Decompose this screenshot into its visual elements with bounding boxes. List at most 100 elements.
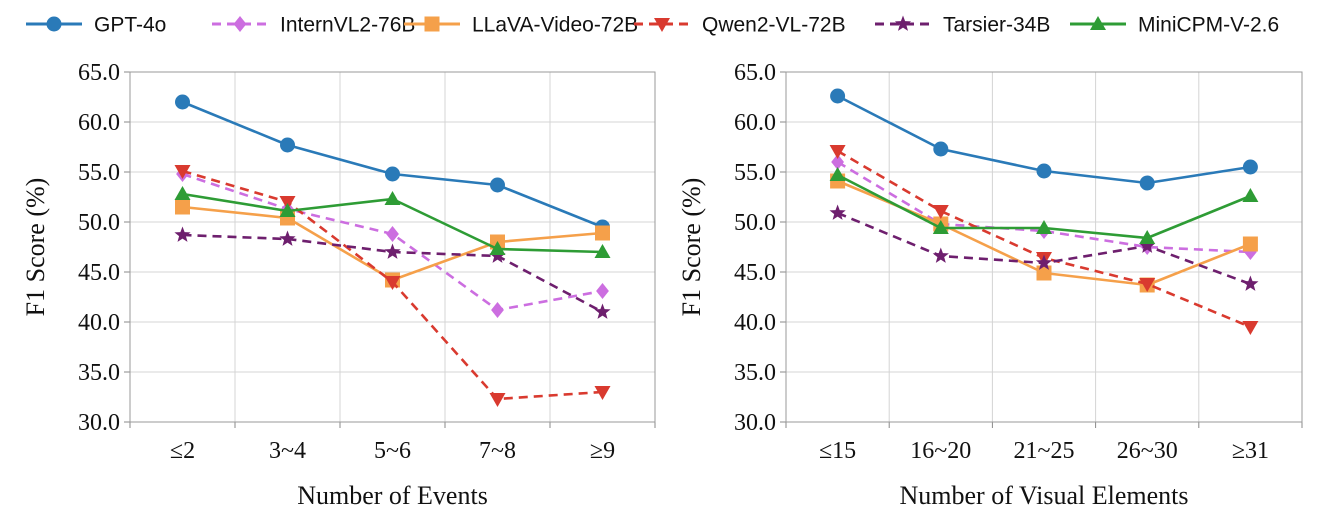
data-point-tarsier-34b — [1139, 237, 1156, 253]
data-point-tarsier-34b — [1035, 254, 1053, 270]
data-point-tarsier-34b — [489, 247, 506, 263]
data-point-gpt-4o — [1139, 175, 1155, 191]
data-point-minicpm-v-2-6 — [829, 167, 846, 181]
x-tick-label: 5~6 — [374, 438, 411, 464]
data-point-qwen2-vl-72b — [489, 393, 506, 407]
y-tick-label: 50.0 — [734, 210, 776, 236]
x-tick-label: ≥9 — [590, 438, 615, 464]
data-point-gpt-4o — [175, 94, 190, 110]
data-point-minicpm-v-2-6 — [174, 186, 191, 200]
data-point-internvl2-76b — [491, 302, 504, 318]
chart-number-of-events: 30.0 35.0 40.0 45.0 50.0 55.0 60.0 65.0 ≤2 3~4 5~6… — [21, 60, 656, 510]
legend-label-tarsier-34b: Tarsier-34B — [943, 14, 1050, 37]
legend-label-qwen2-vl-72b: Qwen2-VL-72B — [702, 14, 846, 37]
data-point-minicpm-v-2-6 — [489, 241, 506, 255]
legend-label-llava-video-72b: LLaVA-Video-72B — [472, 14, 638, 37]
y-axis-title: F1 Score (%) — [677, 178, 706, 317]
data-point-tarsier-34b — [384, 243, 401, 259]
data-point-minicpm-v-2-6 — [932, 220, 949, 234]
y-tick-label: 50.0 — [78, 210, 120, 236]
x-tick-label: ≥31 — [1232, 438, 1269, 464]
data-point-qwen2-vl-72b — [174, 165, 191, 179]
data-point-internvl2-76b — [596, 283, 609, 299]
data-point-tarsier-34b — [594, 303, 611, 319]
data-point-tarsier-34b — [279, 230, 296, 246]
data-point-internvl2-76b — [1244, 244, 1257, 260]
x-tick-label: ≤15 — [819, 438, 856, 464]
data-point-internvl2-76b — [831, 154, 844, 170]
legend-label-internvl2-76b: InternVL2-76B — [280, 14, 415, 37]
data-point-internvl2-76b — [386, 226, 399, 242]
data-point-llava-video-72b — [1036, 265, 1052, 281]
data-point-minicpm-v-2-6 — [384, 191, 401, 205]
data-point-minicpm-v-2-6 — [594, 244, 611, 258]
y-tick-label: 35.0 — [734, 360, 776, 386]
chart-number-of-visual-elements: 30.0 35.0 40.0 45.0 50.0 55.0 60.0 65.0 ≤15 16~20… — [677, 60, 1303, 510]
x-axis-title: Number of Visual Elements — [900, 481, 1189, 510]
data-point-tarsier-34b — [174, 226, 191, 242]
y-tick-label: 45.0 — [734, 260, 776, 286]
series-tarsier-34b — [174, 226, 611, 319]
legend-item-tarsier-34b: Tarsier-34B — [875, 14, 1050, 37]
legend-marker-internvl2-76b — [233, 16, 247, 32]
data-point-minicpm-v-2-6 — [1139, 230, 1156, 244]
data-point-tarsier-34b — [829, 204, 846, 220]
y-tick-label: 60.0 — [78, 110, 120, 136]
data-point-qwen2-vl-72b — [932, 205, 949, 219]
x-tick-label: 3~4 — [269, 438, 306, 464]
series-gpt-4o — [830, 88, 1258, 191]
y-tick-label: 55.0 — [734, 160, 776, 186]
y-axis-title: F1 Score (%) — [21, 178, 50, 317]
legend-item-minicpm-v-2-6: MiniCPM-V-2.6 — [1070, 14, 1279, 37]
legend-marker-gpt-4o — [46, 16, 62, 32]
data-point-qwen2-vl-72b — [1139, 278, 1156, 292]
data-point-gpt-4o — [280, 137, 295, 153]
x-tick-label: 16~20 — [910, 438, 971, 464]
data-point-gpt-4o — [490, 177, 505, 193]
legend: GPT-4o InternVL2-76B LLaVA-Video-72B Qwen2-… — [26, 14, 1279, 37]
legend-item-qwen2-vl-72b: Qwen2-VL-72B — [634, 14, 846, 37]
series-minicpm-v-2-6 — [829, 167, 1259, 244]
series-gpt-4o — [175, 94, 610, 235]
data-point-minicpm-v-2-6 — [1036, 220, 1052, 234]
data-point-qwen2-vl-72b — [384, 276, 401, 290]
data-point-gpt-4o — [1036, 163, 1052, 179]
x-tick-label: ≤2 — [170, 438, 195, 464]
y-tick-label: 35.0 — [78, 360, 120, 386]
y-tick-label: 65.0 — [78, 60, 120, 86]
legend-marker-llava-video-72b — [424, 16, 440, 32]
series-line-internvl2-76b — [836, 160, 1251, 254]
y-tick-label: 45.0 — [78, 260, 120, 286]
data-point-gpt-4o — [385, 166, 400, 182]
legend-item-internvl2-76b: InternVL2-76B — [212, 14, 415, 37]
data-point-minicpm-v-2-6 — [1242, 188, 1259, 202]
y-tick-label: 60.0 — [734, 110, 776, 136]
x-axis-title: Number of Events — [297, 481, 488, 510]
y-tick-label: 30.0 — [78, 410, 120, 436]
x-tick-label: 26~30 — [1117, 438, 1178, 464]
data-point-llava-video-72b — [175, 199, 190, 215]
legend-label-gpt-4o: GPT-4o — [94, 14, 166, 37]
y-tick-label: 40.0 — [78, 310, 120, 336]
y-tick-label: 65.0 — [734, 60, 776, 86]
data-point-gpt-4o — [830, 88, 846, 104]
legend-item-llava-video-72b: LLaVA-Video-72B — [404, 14, 638, 37]
data-point-qwen2-vl-72b — [594, 386, 611, 400]
y-tick-label: 30.0 — [734, 410, 776, 436]
data-point-gpt-4o — [1242, 159, 1258, 175]
series-minicpm-v-2-6 — [174, 186, 611, 258]
legend-item-gpt-4o: GPT-4o — [26, 14, 166, 37]
data-point-gpt-4o — [933, 141, 949, 157]
legend-marker-minicpm-v-2-6 — [1090, 16, 1106, 30]
y-tick-label: 55.0 — [78, 160, 120, 186]
legend-marker-tarsier-34b — [894, 15, 912, 31]
plot-frame — [129, 71, 656, 423]
data-point-qwen2-vl-72b — [829, 145, 846, 159]
data-point-tarsier-34b — [932, 247, 949, 263]
legend-label-minicpm-v-2-6: MiniCPM-V-2.6 — [1138, 14, 1279, 37]
series-line-gpt-4o — [182, 100, 603, 229]
data-point-llava-video-72b — [1242, 236, 1258, 252]
x-tick-label: 7~8 — [479, 438, 516, 464]
y-tick-label: 40.0 — [734, 310, 776, 336]
